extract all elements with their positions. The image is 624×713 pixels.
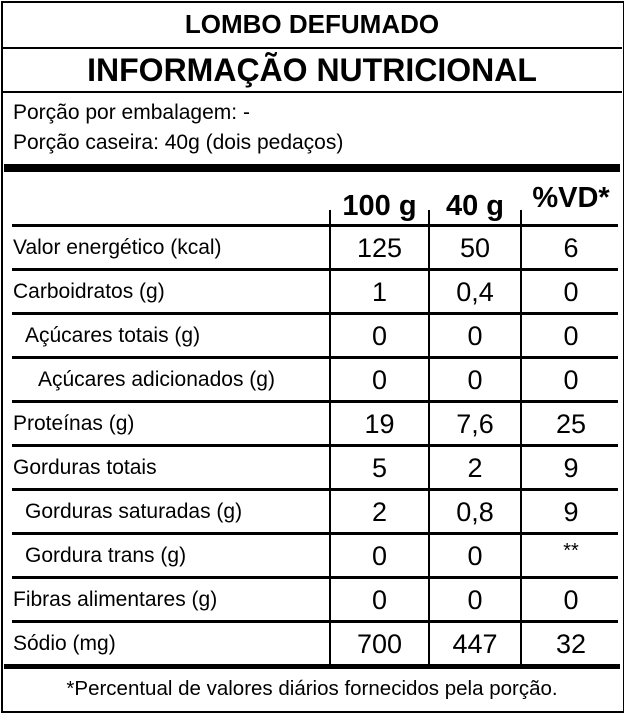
value-vd: 32: [555, 629, 587, 659]
row-divider: [12, 444, 618, 447]
nutrient-label: Açúcares adicionados (g): [38, 368, 275, 391]
value-40g: 2: [467, 453, 483, 483]
row-divider: [12, 224, 618, 227]
divider: [2, 91, 622, 93]
value-100g: 19: [364, 409, 395, 439]
value-vd: 9: [563, 497, 579, 527]
nutrient-label: Valor energético (kcal): [13, 236, 222, 259]
nutrient-label: Proteínas (g): [13, 412, 135, 435]
nutrient-label: Carboidratos (g): [13, 280, 165, 303]
value-100g: 125: [356, 233, 403, 263]
value-40g: 0: [467, 541, 483, 571]
value-100g: 0: [371, 365, 388, 395]
nutrient-label: Gorduras saturadas (g): [25, 500, 243, 523]
value-100g: 1: [371, 277, 388, 307]
table-row: Fibras alimentares (g) 0 0 0: [0, 578, 624, 622]
value-100g: 0: [371, 585, 388, 615]
value-40g: 0: [467, 365, 483, 395]
footnote: *Percentual de valores diários fornecido…: [66, 677, 558, 700]
table-row: Açúcares totais (g) 0 0 0: [0, 314, 624, 358]
value-vd: 0: [563, 277, 579, 307]
value-40g: 0,8: [456, 497, 494, 527]
column-divider: [520, 210, 522, 666]
value-40g: 447: [452, 629, 498, 659]
column-header-vd: %VD*: [532, 182, 610, 214]
column-divider: [329, 210, 331, 666]
value-40g: 0: [467, 585, 483, 615]
row-divider: [12, 400, 618, 403]
row-divider: [12, 488, 618, 491]
divider: [2, 47, 622, 49]
row-divider: [12, 268, 618, 271]
value-100g: 700: [356, 629, 403, 659]
thick-divider: [4, 664, 620, 669]
table-row: Carboidratos (g) 1 0,4 0: [0, 270, 624, 314]
portion-per-package: Porção por embalagem: -: [13, 101, 250, 124]
value-100g: 5: [371, 453, 388, 483]
value-vd: 0: [563, 321, 579, 351]
value-40g: 50: [459, 233, 491, 263]
nutrient-label: Fibras alimentares (g): [13, 588, 218, 611]
row-divider: [12, 312, 618, 315]
nutrient-label: Açúcares totais (g): [25, 324, 201, 347]
row-divider: [12, 356, 618, 359]
nutrient-label: Sódio (mg): [13, 632, 116, 655]
value-40g: 7,6: [456, 409, 494, 439]
value-vd: 9: [563, 453, 579, 483]
table-row: Gorduras totais 5 2 9: [0, 446, 624, 490]
column-header-100g: 100 g: [342, 190, 417, 222]
value-vd: 0: [563, 365, 579, 395]
value-40g: 0: [467, 321, 483, 351]
table-row: Gordura trans (g) 0 0 **: [0, 534, 624, 578]
column-header-40g: 40 g: [445, 190, 505, 222]
row-divider: [12, 532, 618, 535]
value-40g: 0,4: [456, 277, 494, 307]
table-row: Açúcares adicionados (g) 0 0 0: [0, 358, 624, 402]
table-row: Gorduras saturadas (g) 2 0,8 9: [0, 490, 624, 534]
value-100g: 0: [371, 321, 388, 351]
household-portion: Porção caseira: 40g (dois pedaços): [13, 131, 344, 154]
product-name: LOMBO DEFUMADO: [184, 9, 440, 39]
value-100g: 0: [371, 541, 388, 571]
value-100g: 2: [371, 497, 388, 527]
nutrient-label: Gorduras totais: [13, 456, 157, 479]
table-row: Sódio (mg) 700 447 32: [0, 622, 624, 666]
value-vd: 0: [563, 585, 579, 615]
nutrient-label: Gordura trans (g): [25, 544, 187, 567]
thick-divider: [4, 164, 620, 172]
row-divider: [12, 620, 618, 623]
value-vd: 25: [555, 409, 587, 439]
column-divider: [428, 210, 430, 666]
table-row: Valor energético (kcal) 125 50 6: [0, 226, 624, 270]
row-divider: [12, 576, 618, 579]
value-vd: 6: [563, 233, 579, 263]
value-vd: **: [563, 540, 579, 562]
table-row: Proteínas (g) 19 7,6 25: [0, 402, 624, 446]
label-title: INFORMAÇÃO NUTRICIONAL: [87, 52, 537, 88]
